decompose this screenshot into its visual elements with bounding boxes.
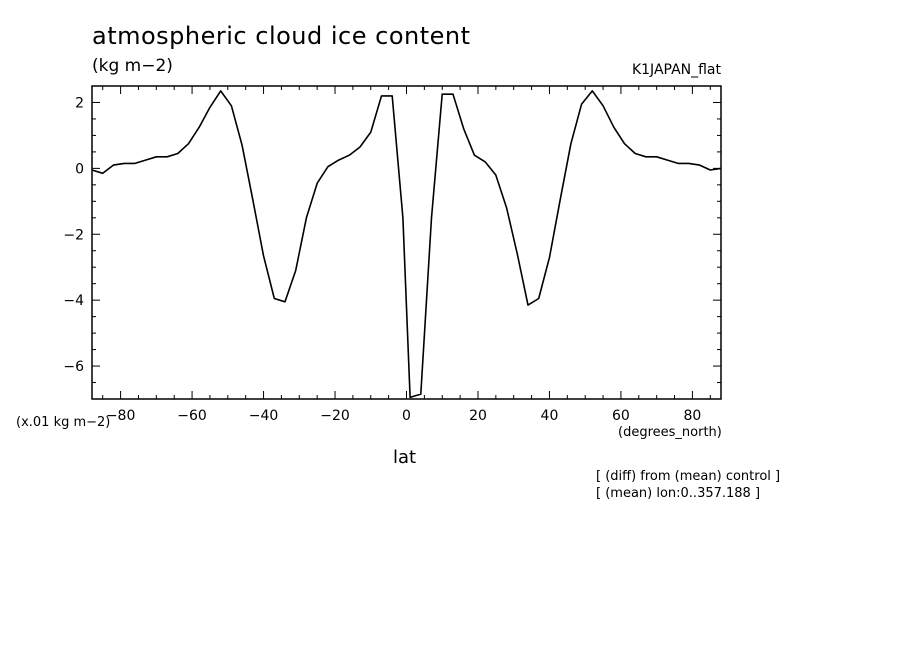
x-tick-label: 20 bbox=[469, 408, 487, 424]
y-axis-ticks: 2 0 −2 −4 −6 bbox=[63, 85, 721, 400]
x-axis-units: (degrees_north) bbox=[618, 425, 722, 440]
y-tick-label: 0 bbox=[75, 161, 84, 177]
experiment-label: K1JAPAN_flat bbox=[631, 62, 721, 78]
diff-note: [ (diff) from (mean) control ] bbox=[596, 469, 781, 484]
x-axis-ticks: −80 −60 −40 −20 0 20 40 60 80 bbox=[102, 86, 711, 424]
x-tick-label: −80 bbox=[106, 408, 136, 424]
x-tick-label: 0 bbox=[402, 408, 411, 424]
y-tick-label: 2 bbox=[75, 95, 84, 111]
mean-note: [ (mean) lon:0..357.188 ] bbox=[596, 486, 761, 501]
x-tick-label: 40 bbox=[541, 408, 559, 424]
x-tick-label: −20 bbox=[320, 408, 350, 424]
y-scale-note: (x.01 kg m−2) bbox=[16, 415, 111, 430]
x-tick-label: −60 bbox=[177, 408, 207, 424]
chart-units: (kg m−2) bbox=[92, 56, 173, 76]
y-tick-label: −2 bbox=[63, 227, 84, 243]
x-tick-label: −40 bbox=[249, 408, 279, 424]
x-tick-label: 80 bbox=[683, 408, 701, 424]
y-tick-label: −4 bbox=[63, 293, 84, 309]
x-axis-label: lat bbox=[393, 447, 417, 468]
x-tick-label: 60 bbox=[612, 408, 630, 424]
y-tick-label: −6 bbox=[63, 359, 84, 375]
plot-frame bbox=[91, 85, 722, 400]
chart-title: atmospheric cloud ice content bbox=[92, 22, 471, 50]
series-line bbox=[91, 90, 722, 399]
